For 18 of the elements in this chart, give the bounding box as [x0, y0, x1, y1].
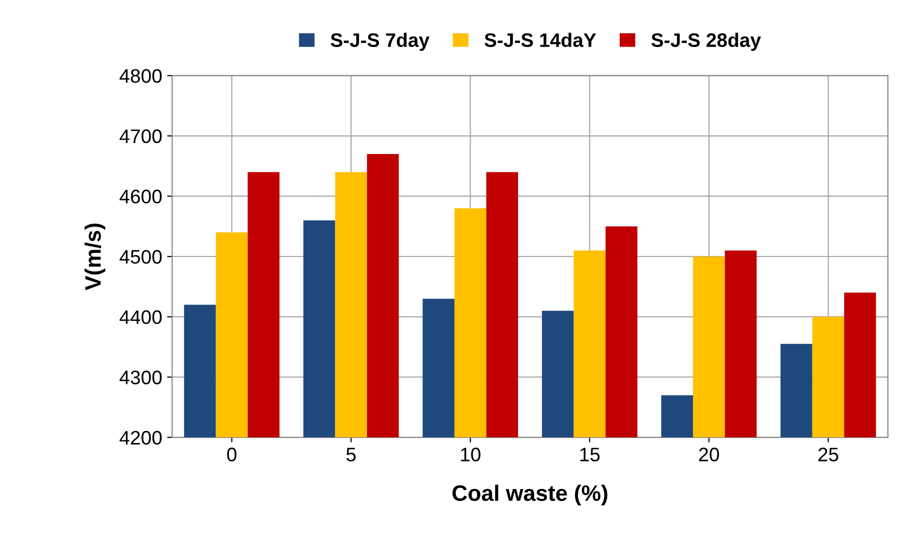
y-tick-label: 4700 [120, 129, 162, 144]
x-axis-title: Coal waste (%) [452, 484, 608, 506]
y-tick-label: 4300 [120, 370, 162, 384]
legend-label: S-J-S 7day [330, 32, 430, 51]
x-tick-label: 25 [818, 448, 838, 462]
x-tick-label: 5 [346, 448, 356, 462]
x-tick-label: 0 [227, 448, 236, 462]
y-tick-label: 4600 [120, 190, 162, 204]
y-tick-label: 4400 [120, 310, 162, 324]
x-tick-label: 20 [699, 448, 719, 462]
y-tick-label: 4800 [120, 69, 162, 83]
y-axis-title: V(m/s) [84, 224, 106, 290]
x-tick-label: 15 [580, 448, 600, 462]
x-tick-label: 10 [461, 448, 480, 462]
legend-label: S-J-S 14daY [484, 32, 596, 48]
y-tick-label: 4500 [120, 250, 162, 264]
legend-label: S-J-S 28day [651, 32, 761, 51]
y-tick-label: 4200 [120, 430, 162, 445]
